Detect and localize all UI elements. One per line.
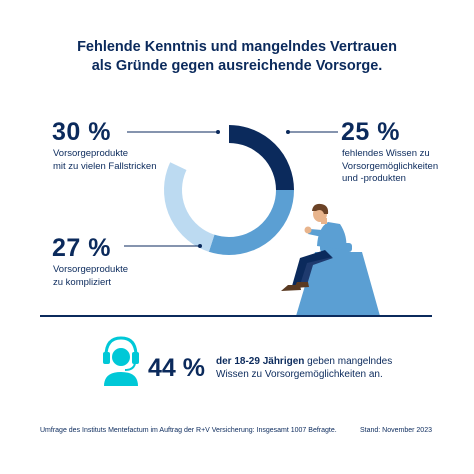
label-25-percent: 25 % — [341, 118, 400, 146]
footer-date: Stand: November 2023 — [360, 427, 432, 434]
label-30-line-1: Vorsorgeprodukte — [53, 148, 128, 159]
label-25-line-3: und -produkten — [342, 173, 406, 184]
title-line-1: Fehlende Kenntnis und mangelndes Vertrau… — [77, 39, 397, 55]
highlight-line-1: der 18-29 Jährigen geben mangelndes — [216, 355, 392, 368]
label-25-line-1: fehlendes Wissen zu — [342, 148, 430, 159]
highlight-bold: der 18-29 Jährigen — [216, 356, 305, 367]
highlight-percent: 44 % — [148, 354, 205, 382]
pedestal — [296, 252, 380, 316]
divider — [40, 315, 432, 317]
donut-segment-27 — [164, 125, 294, 255]
label-30-line-2: mit zu vielen Fallstricken — [53, 160, 157, 172]
label-27-line-1: Vorsorgeprodukte — [53, 264, 128, 275]
label-30-description: Vorsorgeprodukte mit zu vielen Fallstric… — [53, 148, 156, 173]
label-30-percent: 30 % — [52, 118, 111, 146]
label-25-line-2: Vorsorgemöglichkeiten — [342, 160, 439, 172]
highlight-line-2: Wissen zu Vorsorgemöglichkeiten an. — [216, 369, 383, 380]
title-line-2: als Gründe gegen ausreichende Vorsorge. — [91, 58, 383, 74]
footer-source: Umfrage des Instituts Mentefactum im Auf… — [40, 427, 337, 434]
highlight-rest: geben mangelndes — [304, 356, 393, 367]
highlight-text: der 18-29 Jährigen geben mangelndes Wiss… — [216, 355, 392, 381]
chart-title: Fehlende Kenntnis und mangelndes Vertrau… — [0, 38, 474, 76]
label-25-description: fehlendes Wissen zu Vorsorgemöglichkeite… — [342, 148, 438, 186]
donut-segment-30 — [164, 125, 294, 255]
leader-dot-25 — [286, 130, 290, 134]
thinking-person-illustration — [281, 203, 380, 316]
label-27-description: Vorsorgeprodukte zu kompliziert — [53, 264, 128, 289]
label-27-line-2: zu kompliziert — [53, 276, 112, 288]
donut-segments — [164, 125, 294, 255]
leader-dot-30 — [216, 130, 220, 134]
label-27-percent: 27 % — [52, 234, 111, 262]
headset-person-icon — [103, 336, 139, 386]
leader-dot-27 — [198, 244, 202, 248]
